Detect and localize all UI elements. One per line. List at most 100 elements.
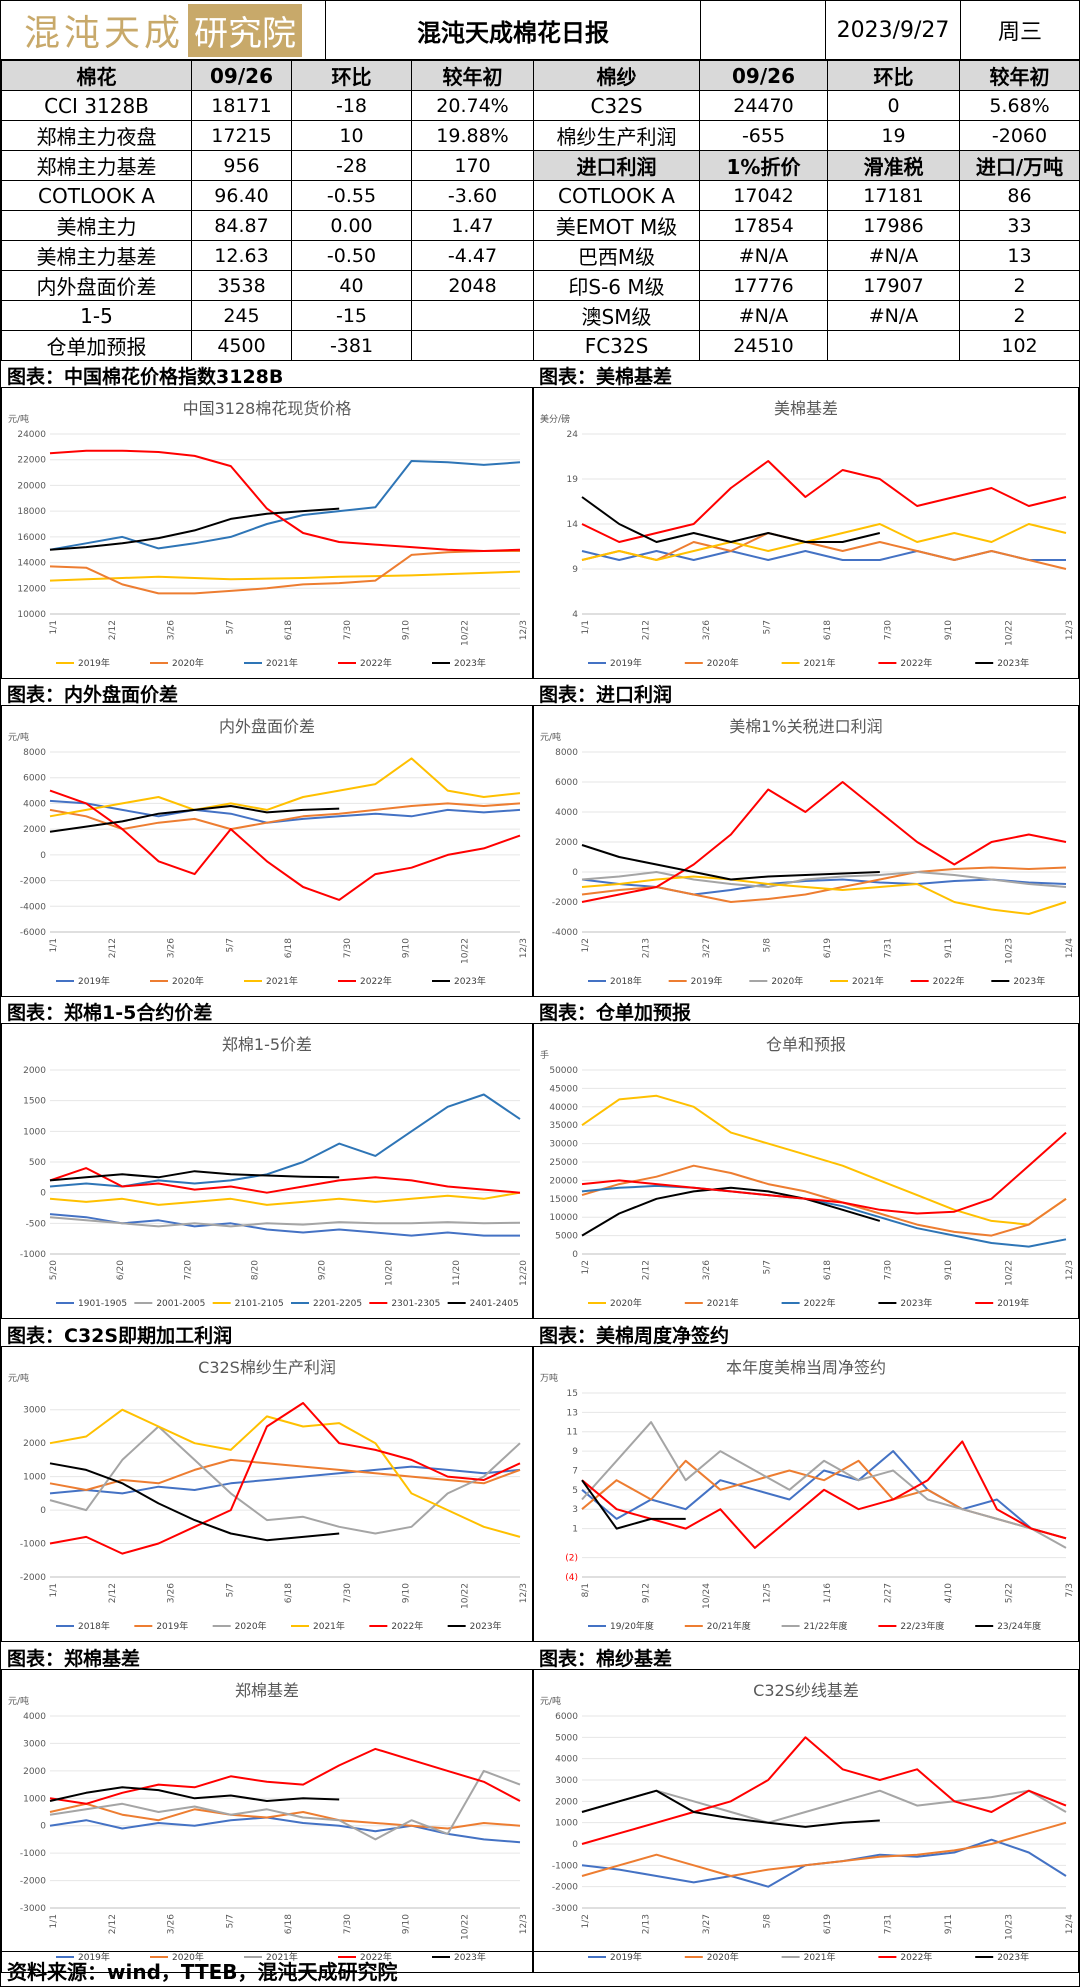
series-line-2023年 [49,507,340,551]
row-label: C32S [533,90,700,121]
series-line-2020年 [581,532,1067,570]
series-line-2023年 [581,1789,880,1828]
y-tick-label: -2000 [552,1883,578,1893]
series-line-2020年 [581,1821,1067,1877]
table-cell: -18 [291,90,412,121]
table-header-row: 棉花 09/26 环比 较年初 [1,60,534,91]
legend-label: 2023年 [997,1951,1029,1963]
table-cell: #N/A [827,300,960,331]
table-cell: -0.55 [291,180,412,211]
y-tick-label: -3000 [552,1904,578,1914]
legend-label: 19/20年度 [610,1620,654,1632]
chart-title: 美棉基差 [774,399,838,418]
section-title: 图表：美棉周度净签约 [539,1325,730,1347]
x-tick-label: 12/3 [519,1914,529,1934]
legend-label: 2021年 [313,1620,345,1632]
table-row: COTLOOK A 96.40 -0.55 -3.60 [1,180,534,211]
table-cell: 24510 [699,330,828,361]
table-cell: 84.87 [191,210,292,241]
row-label: CCI 3128B [1,90,192,121]
y-tick-label: 3 [572,1505,578,1515]
x-tick-label: 5/7 [763,620,773,634]
table-cell: 17042 [699,180,828,211]
x-tick-label: 12/4 [1065,938,1075,958]
x-tick-label: 2/12 [108,1583,118,1603]
section-title: 图表：郑棉基差 [7,1648,141,1670]
x-tick-label: 7/30 [884,1260,894,1280]
y-tick-label: 9 [572,565,578,575]
y-tick-label: 3000 [555,1776,578,1786]
axis-unit: 元/吨 [540,731,561,743]
y-tick-label: 0 [40,1506,46,1516]
x-tick-label: 12/3 [1065,1260,1075,1280]
y-tick-label: 14 [567,520,579,530]
y-tick-label: 5000 [555,1232,578,1242]
y-tick-label: 16000 [17,533,46,543]
chart-title: 美棉1%关税进口利润 [729,717,882,736]
section-title: 图表：仓单加预报 [539,1002,692,1024]
axis-unit: 手 [540,1049,549,1061]
x-tick-label: 6/18 [823,620,833,640]
x-tick-label: 8/20 [250,1260,260,1280]
series-line-2020年 [49,550,520,595]
x-tick-label: 1/1 [49,620,59,634]
table-cell: 17181 [827,180,960,211]
table-cell: 96.40 [191,180,292,211]
table-header-cell: 进口利润 [533,150,700,181]
y-tick-label: 1000 [23,1473,46,1483]
series-line-2022年 [581,460,1067,543]
table-header-row: 棉纱 09/26 环比 较年初 [533,60,1080,91]
y-tick-label: 15000 [549,1195,578,1205]
table-cell: #N/A [699,300,828,331]
x-tick-label: 5/7 [225,938,235,952]
legend-label: 2019年 [156,1620,188,1632]
y-tick-label: 0 [572,868,578,878]
y-tick-label: -1000 [20,1540,46,1550]
y-tick-label: 1 [572,1525,578,1535]
x-tick-label: 9/11 [944,1914,954,1934]
table-row: 郑棉主力基差 956 -28 170 [1,150,534,181]
legend-label: 2019年 [78,657,110,669]
table-row: 1-5 245 -15 [1,300,534,331]
legend-label: 2019年 [691,975,723,987]
table-cell: 17215 [191,120,292,151]
x-tick-label: 12/20 [519,1260,529,1286]
logo-badge: 研究院 [188,3,302,57]
x-tick-label: 3/26 [167,1583,177,1603]
legend-label: 2020年 [172,657,204,669]
row-label: 郑棉主力夜盘 [1,120,192,151]
legend-label: 2019年 [78,975,110,987]
table-cell: -4.47 [411,240,534,271]
y-tick-label: 4000 [23,799,46,809]
table-cell: -2060 [959,120,1080,151]
series-line-22/23年度 [581,1440,1067,1549]
y-tick-label: 5 [572,1486,578,1496]
table-row: C32S 24470 0 5.68% [533,90,1080,121]
table-cell: 17907 [827,270,960,301]
x-tick-label: 7/3 [1065,1583,1075,1597]
series-line-2021年 [581,1164,1067,1237]
row-label: COTLOOK A [1,180,192,211]
x-tick-label: 10/22 [1005,620,1015,646]
cotton-price-table: 棉花 09/26 环比 较年初 CCI 3128B 18171 -18 20.74% 郑棉主力夜… [1,60,534,361]
legend-label: 2020年 [172,1951,204,1963]
x-tick-label: 2/12 [642,620,652,640]
table-row: 郑棉主力夜盘 17215 10 19.88% [1,120,534,151]
table-cell: 24470 [699,90,828,121]
series-line-19/20年度 [581,1450,1067,1540]
legend-label: 2401-2405 [470,1299,519,1309]
table-row: 棉纱生产利润 -655 19 -2060 [533,120,1080,151]
logo-text: 混沌天成 [23,13,184,54]
x-tick-label: 10/20 [385,1260,395,1286]
x-tick-label: 10/22 [460,1914,470,1940]
y-tick-label: 8000 [555,748,578,758]
x-tick-label: 7/31 [884,1914,894,1934]
legend-label: 2023年 [900,1297,932,1309]
report-date: 2023/9/27 [826,1,961,59]
y-tick-label: -500 [26,1219,47,1229]
y-tick-label: (4) [565,1573,578,1583]
x-tick-label: 7/30 [884,620,894,640]
series-line-2019年 [581,1131,1067,1215]
